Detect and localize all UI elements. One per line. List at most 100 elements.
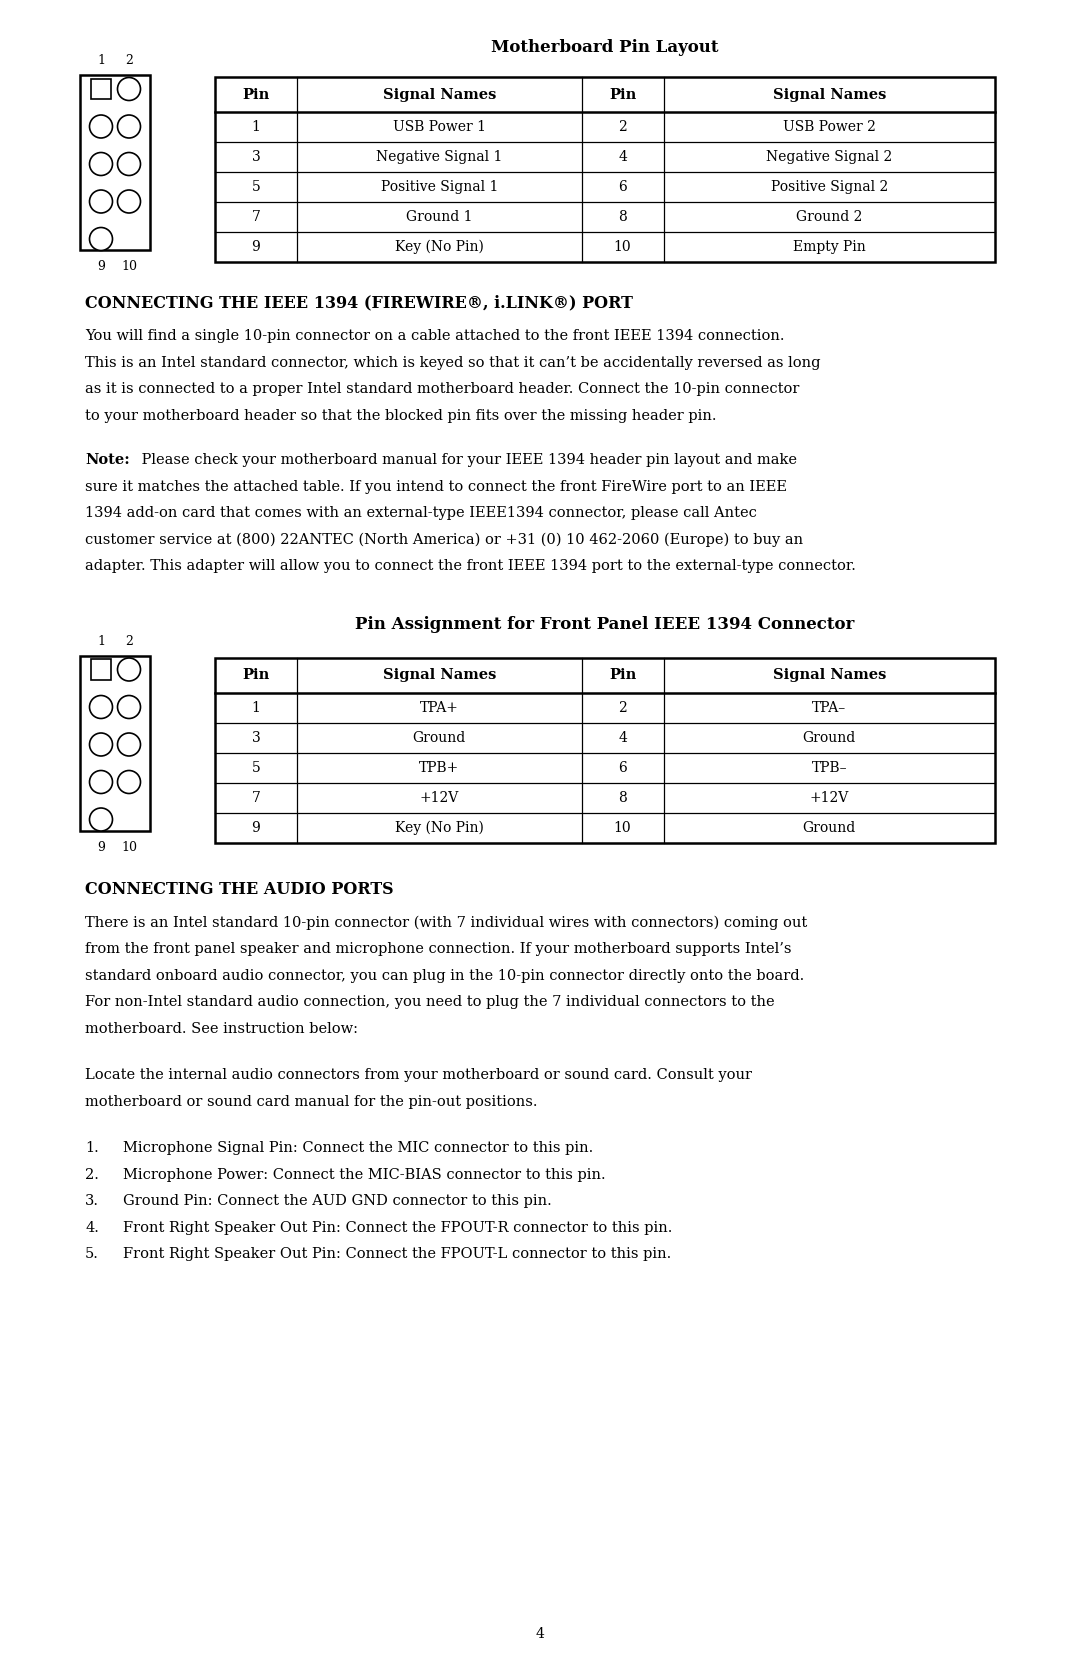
Text: +12V: +12V [420,791,459,804]
Text: motherboard or sound card manual for the pin-out positions.: motherboard or sound card manual for the… [85,1095,538,1108]
Text: Ground Pin: Connect the AUD GND connector to this pin.: Ground Pin: Connect the AUD GND connecto… [123,1193,552,1208]
Text: CONNECTING THE IEEE 1394 (FIREWIRE®, i.LINK®) PORT: CONNECTING THE IEEE 1394 (FIREWIRE®, i.L… [85,294,633,310]
Text: 5.: 5. [85,1247,99,1262]
Bar [215,658,995,843]
Circle shape [90,696,112,718]
Text: Ground 1: Ground 1 [406,210,473,224]
Circle shape [90,152,112,175]
Circle shape [118,658,140,681]
Text: Positive Signal 1: Positive Signal 1 [380,180,498,194]
Text: 2: 2 [618,701,626,714]
Text: Pin Assignment for Front Panel IEEE 1394 Connector: Pin Assignment for Front Panel IEEE 1394… [355,616,854,633]
Text: Signal Names: Signal Names [772,668,886,683]
Text: 3: 3 [252,731,260,744]
Text: Pin: Pin [242,87,270,102]
Circle shape [90,115,112,139]
Text: Signal Names: Signal Names [382,87,496,102]
Text: 4: 4 [536,1627,544,1641]
Text: Front Right Speaker Out Pin: Connect the FPOUT-R connector to this pin.: Front Right Speaker Out Pin: Connect the… [123,1220,673,1235]
Text: Note:: Note: [85,452,130,467]
Text: 10: 10 [121,260,137,274]
Text: Please check your motherboard manual for your IEEE 1394 header pin layout and ma: Please check your motherboard manual for… [137,452,797,467]
Text: Signal Names: Signal Names [382,668,496,683]
Circle shape [90,771,112,793]
Bar [80,75,150,250]
Text: sure it matches the attached table. If you intend to connect the front FireWire : sure it matches the attached table. If y… [85,479,787,494]
Text: 9: 9 [97,260,105,274]
Bar [91,659,111,679]
Text: 5: 5 [252,180,260,194]
Text: 1.: 1. [85,1142,98,1155]
Text: from the front panel speaker and microphone connection. If your motherboard supp: from the front panel speaker and microph… [85,941,792,956]
Text: 1: 1 [97,53,105,67]
Text: 10: 10 [613,821,632,834]
Text: motherboard. See instruction below:: motherboard. See instruction below: [85,1021,357,1035]
Text: Negative Signal 1: Negative Signal 1 [376,150,502,164]
Text: as it is connected to a proper Intel standard motherboard header. Connect the 10: as it is connected to a proper Intel sta… [85,382,799,396]
Text: 8: 8 [618,791,626,804]
Text: 4.: 4. [85,1220,99,1235]
Text: customer service at (800) 22ANTEC (North America) or +31 (0) 10 462-2060 (Europe: customer service at (800) 22ANTEC (North… [85,532,804,547]
Bar [91,78,111,100]
Text: Key (No Pin): Key (No Pin) [395,240,484,254]
Text: Ground: Ground [413,731,465,744]
Text: Negative Signal 2: Negative Signal 2 [766,150,892,164]
Text: adapter. This adapter will allow you to connect the front IEEE 1394 port to the : adapter. This adapter will allow you to … [85,559,855,572]
Text: TPB+: TPB+ [419,761,459,774]
Text: 10: 10 [121,841,137,853]
Text: Ground: Ground [802,821,855,834]
Text: 9: 9 [252,240,260,254]
Text: Pin: Pin [609,87,636,102]
Text: 10: 10 [613,240,632,254]
Text: Locate the internal audio connectors from your motherboard or sound card. Consul: Locate the internal audio connectors fro… [85,1068,752,1082]
Text: Ground: Ground [802,731,855,744]
Text: 2: 2 [618,120,626,134]
Text: Pin: Pin [242,668,270,683]
Circle shape [118,152,140,175]
Text: Pin: Pin [609,668,636,683]
Text: 5: 5 [252,761,260,774]
Text: Positive Signal 2: Positive Signal 2 [771,180,888,194]
Text: 2: 2 [125,53,133,67]
Text: +12V: +12V [810,791,849,804]
Text: 4: 4 [618,731,627,744]
Text: 1: 1 [252,120,260,134]
Text: 1394 add-on card that comes with an external-type IEEE1394 connector, please cal: 1394 add-on card that comes with an exte… [85,506,757,521]
Text: Key (No Pin): Key (No Pin) [395,819,484,834]
Text: TPB–: TPB– [811,761,847,774]
Text: 6: 6 [618,180,626,194]
Text: 1: 1 [97,634,105,648]
Bar [80,656,150,831]
Text: Ground 2: Ground 2 [796,210,863,224]
Text: 7: 7 [252,791,260,804]
Text: 3.: 3. [85,1193,99,1208]
Circle shape [90,733,112,756]
Text: USB Power 1: USB Power 1 [393,120,486,134]
Text: Microphone Power: Connect the MIC-BIAS connector to this pin.: Microphone Power: Connect the MIC-BIAS c… [123,1168,606,1182]
Text: 2.: 2. [85,1168,99,1182]
Text: Empty Pin: Empty Pin [793,240,866,254]
Text: 3: 3 [252,150,260,164]
Text: This is an Intel standard connector, which is keyed so that it can’t be accident: This is an Intel standard connector, whi… [85,355,821,369]
Text: 2: 2 [125,634,133,648]
Circle shape [118,733,140,756]
Text: 6: 6 [618,761,626,774]
Text: 1: 1 [252,701,260,714]
Circle shape [118,77,140,100]
Text: 9: 9 [252,821,260,834]
Text: 8: 8 [618,210,626,224]
Text: 4: 4 [618,150,627,164]
Text: USB Power 2: USB Power 2 [783,120,876,134]
Circle shape [90,808,112,831]
Text: You will find a single 10-pin connector on a cable attached to the front IEEE 13: You will find a single 10-pin connector … [85,329,784,344]
Circle shape [118,696,140,718]
Text: CONNECTING THE AUDIO PORTS: CONNECTING THE AUDIO PORTS [85,881,393,898]
Circle shape [90,227,112,250]
Text: Motherboard Pin Layout: Motherboard Pin Layout [491,38,719,57]
Text: TPA–: TPA– [812,701,847,714]
Text: TPA+: TPA+ [420,701,459,714]
Text: Front Right Speaker Out Pin: Connect the FPOUT-L connector to this pin.: Front Right Speaker Out Pin: Connect the… [123,1247,672,1262]
Text: 9: 9 [97,841,105,853]
Text: standard onboard audio connector, you can plug in the 10-pin connector directly : standard onboard audio connector, you ca… [85,968,805,983]
Circle shape [118,771,140,793]
